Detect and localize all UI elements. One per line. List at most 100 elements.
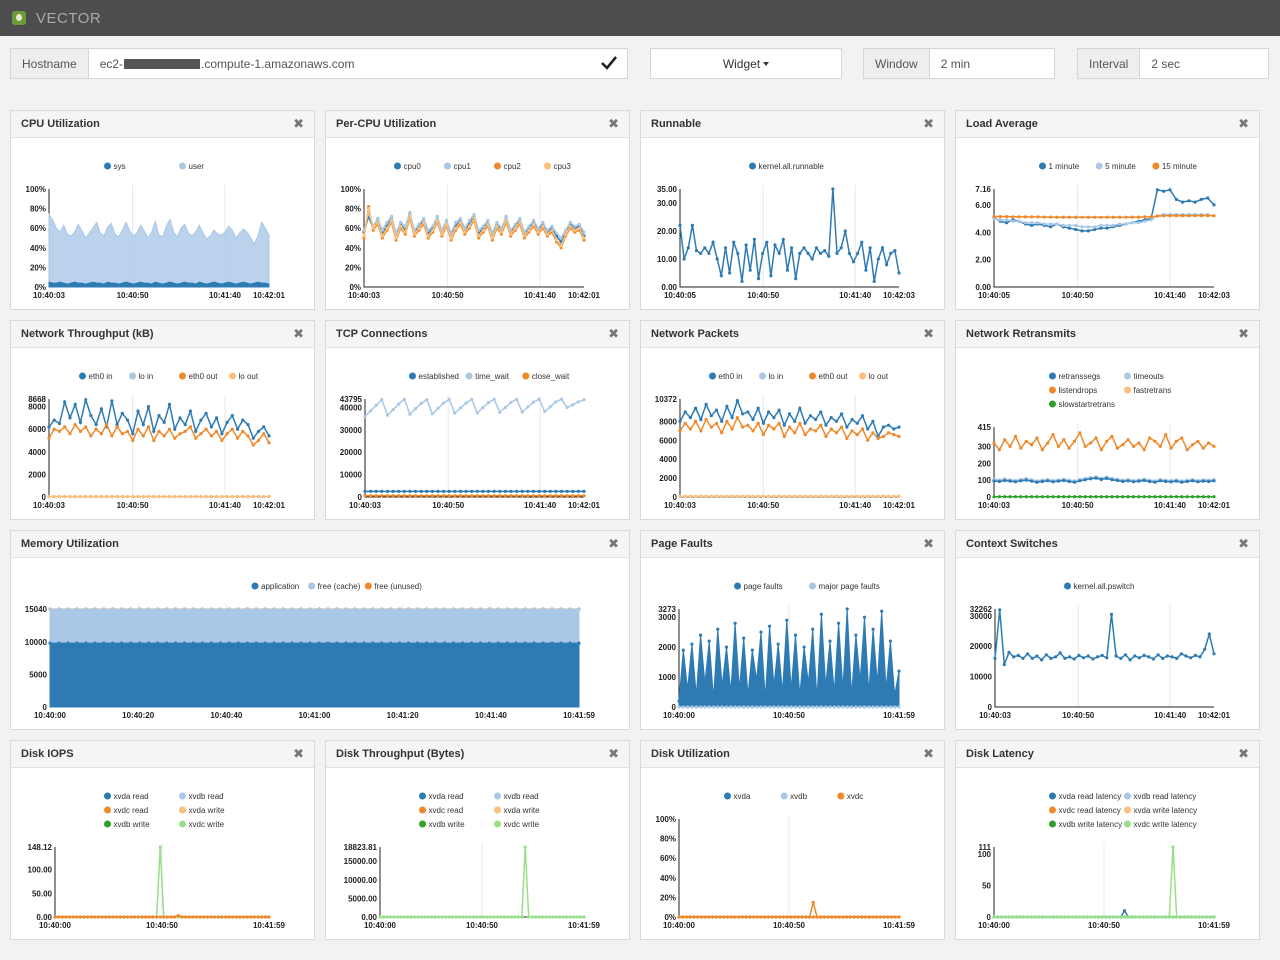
series-area[interactable]	[49, 642, 580, 708]
legend-swatch[interactable]	[759, 372, 766, 380]
legend-swatch[interactable]	[104, 806, 111, 814]
legend-swatch[interactable]	[394, 162, 401, 170]
data-point	[389, 214, 394, 218]
close-icon[interactable]: ✖	[923, 746, 934, 761]
data-point	[850, 417, 854, 422]
legend-swatch[interactable]	[1124, 806, 1131, 814]
y-tick-label: 8000	[659, 417, 677, 426]
data-point	[537, 489, 541, 493]
legend-swatch[interactable]	[709, 372, 716, 380]
legend-swatch[interactable]	[179, 792, 186, 800]
close-icon[interactable]: ✖	[293, 116, 304, 131]
series-area[interactable]	[48, 212, 270, 288]
interval-input[interactable]: 2 sec	[1151, 56, 1181, 71]
data-point	[94, 423, 98, 427]
legend-swatch[interactable]	[809, 372, 816, 380]
data-point	[1196, 480, 1200, 484]
close-icon[interactable]: ✖	[1238, 536, 1249, 551]
legend-swatch[interactable]	[494, 820, 501, 828]
y-tick-label: 6.00	[975, 201, 991, 210]
legend-swatch[interactable]	[1124, 792, 1131, 800]
checkmark-icon[interactable]	[600, 55, 618, 71]
close-icon[interactable]: ✖	[608, 536, 619, 551]
data-point	[204, 427, 208, 431]
legend-swatch[interactable]	[1039, 162, 1046, 170]
legend-swatch[interactable]	[419, 806, 426, 814]
legend-swatch[interactable]	[494, 806, 501, 814]
series-line[interactable]	[993, 214, 1215, 219]
legend-swatch[interactable]	[749, 162, 756, 170]
legend-swatch[interactable]	[734, 582, 741, 590]
legend-swatch[interactable]	[129, 372, 136, 380]
data-point	[1151, 657, 1155, 661]
legend-swatch[interactable]	[104, 162, 111, 170]
close-icon[interactable]: ✖	[293, 326, 304, 341]
widget-dropdown-button[interactable]: Widget	[650, 48, 842, 79]
legend-swatch[interactable]	[1049, 372, 1056, 380]
series-line[interactable]	[364, 397, 585, 417]
legend-swatch[interactable]	[229, 372, 236, 380]
legend-swatch[interactable]	[1124, 372, 1131, 380]
close-icon[interactable]: ✖	[923, 536, 934, 551]
legend-swatch[interactable]	[1095, 162, 1103, 170]
legend-swatch[interactable]	[859, 372, 866, 380]
close-icon[interactable]: ✖	[608, 116, 619, 131]
legend-swatch[interactable]	[544, 162, 551, 170]
legend-swatch[interactable]	[104, 820, 111, 828]
data-point	[470, 397, 474, 401]
legend-swatch[interactable]	[1049, 806, 1056, 814]
legend-swatch[interactable]	[179, 806, 186, 814]
legend-swatch[interactable]	[364, 582, 372, 590]
data-point	[1131, 480, 1136, 484]
legend-swatch[interactable]	[79, 372, 86, 380]
legend-swatch[interactable]	[419, 820, 426, 828]
legend-swatch[interactable]	[1124, 820, 1131, 828]
close-icon[interactable]: ✖	[923, 326, 934, 341]
series-line[interactable]	[679, 398, 900, 439]
series-line[interactable]	[994, 609, 1215, 665]
close-icon[interactable]: ✖	[1238, 116, 1249, 131]
legend-swatch[interactable]	[1124, 386, 1131, 394]
window-input[interactable]: 2 min	[940, 56, 971, 71]
legend-swatch[interactable]	[308, 582, 316, 590]
close-icon[interactable]: ✖	[293, 746, 304, 761]
legend-swatch[interactable]	[522, 372, 530, 380]
legend-swatch[interactable]	[465, 372, 473, 380]
close-icon[interactable]: ✖	[608, 326, 619, 341]
data-point	[281, 607, 285, 611]
data-point	[1074, 223, 1078, 227]
legend-swatch[interactable]	[1049, 820, 1056, 828]
close-icon[interactable]: ✖	[1238, 746, 1249, 761]
legend-swatch[interactable]	[1064, 582, 1071, 590]
data-point	[776, 705, 780, 709]
legend-swatch[interactable]	[104, 792, 111, 800]
series-area[interactable]	[48, 281, 270, 288]
close-icon[interactable]: ✖	[923, 116, 934, 131]
legend-swatch[interactable]	[179, 820, 186, 828]
data-point	[1131, 495, 1136, 499]
legend-swatch[interactable]	[179, 162, 186, 170]
legend-swatch[interactable]	[444, 162, 451, 170]
legend-swatch[interactable]	[837, 792, 845, 800]
data-point	[263, 607, 267, 611]
legend-swatch[interactable]	[1049, 400, 1056, 408]
series-line[interactable]	[48, 422, 270, 447]
legend-swatch[interactable]	[1049, 386, 1056, 394]
legend-swatch[interactable]	[409, 372, 416, 380]
close-icon[interactable]: ✖	[1238, 326, 1249, 341]
legend-swatch[interactable]	[179, 372, 186, 380]
data-point	[571, 403, 575, 407]
series-line[interactable]	[679, 188, 900, 282]
legend-swatch[interactable]	[1152, 162, 1160, 170]
legend-swatch[interactable]	[780, 792, 788, 800]
legend-swatch[interactable]	[1049, 792, 1056, 800]
legend-swatch[interactable]	[494, 792, 501, 800]
legend-swatch[interactable]	[724, 792, 731, 800]
hostname-input[interactable]: ec2- .compute-1.amazonaws.com	[89, 49, 627, 78]
close-icon[interactable]: ✖	[608, 746, 619, 761]
legend-swatch[interactable]	[809, 582, 816, 590]
chart-runnable: kernel.all.runnable35.0030.0020.0010.000…	[657, 162, 916, 300]
legend-swatch[interactable]	[419, 792, 426, 800]
legend-swatch[interactable]	[251, 582, 259, 590]
legend-swatch[interactable]	[494, 162, 501, 170]
